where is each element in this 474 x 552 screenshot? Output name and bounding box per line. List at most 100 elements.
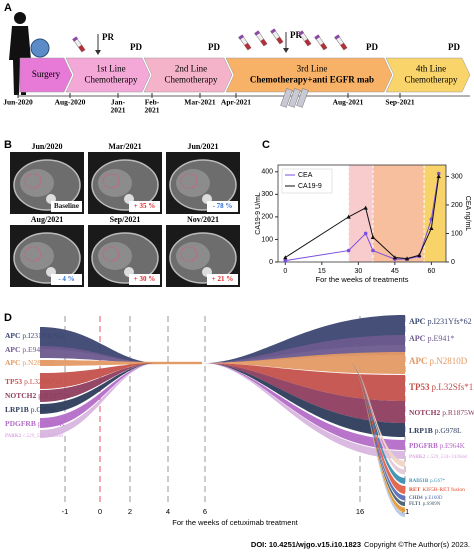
point	[283, 258, 288, 263]
x-tick-label: 0	[283, 268, 287, 275]
scan-date: Jun/2020	[31, 142, 62, 151]
y-axis-label: CA19-9 U/mL	[255, 192, 262, 235]
variant: p.E160D	[425, 496, 443, 501]
gene: PDGFRB	[409, 442, 438, 450]
clone-band-right	[202, 335, 405, 363]
ct-liver	[98, 169, 132, 197]
phase-shade	[424, 165, 446, 262]
variant: p.L32Sfs*11	[24, 377, 63, 386]
ct-liver	[20, 169, 54, 197]
response-label: PD	[448, 42, 460, 52]
response-label: PR	[290, 30, 302, 40]
gene: PARK2	[409, 455, 426, 460]
gene: APC	[409, 317, 426, 326]
gene: RET	[409, 487, 421, 493]
organ-icon	[30, 38, 50, 58]
date-label: Apr-2021	[221, 98, 251, 107]
phase-label: Chemotherapy	[85, 75, 138, 85]
clone-band-left	[40, 360, 158, 366]
variant: p.R1875W	[442, 408, 474, 417]
ct-liver	[20, 242, 54, 270]
x-tick-label: 30	[354, 268, 362, 275]
point	[417, 253, 422, 258]
legend-box	[281, 168, 333, 194]
week-tick-label: 4	[166, 507, 170, 516]
mutation-label: RAD51B p.G67*	[409, 479, 446, 484]
date-label: 2021	[145, 106, 160, 115]
legend-label: CA19-9	[298, 183, 322, 190]
mutation-label: PDGFRB p.E964K	[409, 442, 465, 450]
mutation-label: RET KIF5B-RET fusion	[409, 486, 465, 493]
tube-icon	[72, 36, 86, 53]
gene: PDGFRB	[5, 419, 36, 428]
phase-arrow	[65, 57, 151, 93]
tube-icon	[298, 30, 312, 47]
y2-tick-label: 0	[451, 259, 455, 266]
point	[371, 248, 375, 253]
phase-label: 4th Line	[416, 64, 446, 74]
gene: APC	[5, 358, 20, 367]
sample-slide	[288, 88, 301, 108]
response-label: PR	[102, 32, 114, 42]
x-tick-label: 45	[391, 268, 399, 275]
week-axis-label: For the weeks of cetuximab treatment	[172, 518, 298, 527]
arrow-head	[283, 48, 289, 53]
point	[346, 214, 351, 219]
mutation-label: APC p.N2810D	[409, 356, 468, 366]
copyright: Copyright ©The Author(s) 2023.	[364, 540, 470, 549]
tube-blood	[260, 38, 268, 47]
clone-band-left	[40, 346, 158, 363]
date-label: Jun-2020	[3, 98, 33, 107]
response-label: PD	[208, 42, 220, 52]
response-label: PD	[366, 42, 378, 52]
point	[346, 248, 351, 253]
response-label: PD	[130, 42, 142, 52]
y2-tick-label: 100	[451, 230, 463, 237]
tube-icon	[238, 34, 252, 51]
phase-arrow	[225, 57, 393, 93]
point	[283, 255, 288, 260]
legend-label: CEA	[298, 172, 313, 179]
y-tick-label: 200	[261, 214, 273, 221]
clone-band-right	[202, 315, 405, 363]
y-tick-label: 300	[261, 191, 273, 198]
scan-date: Jun/2021	[187, 142, 218, 151]
phase-arrow	[143, 57, 233, 93]
point	[370, 234, 376, 239]
gene: LRP1B	[5, 405, 29, 414]
phase-label: Chemotherapy	[165, 75, 218, 85]
lesion-outline	[180, 246, 198, 262]
variant: p.G978L	[31, 405, 58, 414]
point	[363, 205, 368, 210]
gene: LRP1B	[409, 426, 433, 435]
person-head	[14, 12, 26, 24]
phase-label: 1st Line	[96, 64, 125, 74]
week-tick-label: 16	[356, 507, 364, 516]
mutation-label: PARK2 c.529_534+2436del	[409, 455, 468, 460]
change-box	[207, 274, 238, 285]
point	[363, 231, 368, 236]
clone-band-left	[40, 363, 158, 428]
gene: APC	[5, 331, 20, 340]
week-tick-label: -1	[62, 507, 69, 516]
mutation-label: APC p.I231Yfs*62	[5, 331, 64, 340]
clone-band-right	[202, 363, 405, 423]
gene: APC	[409, 356, 428, 366]
clone-band-right	[202, 363, 405, 401]
tube-blood	[78, 44, 86, 53]
clone-band-right	[202, 352, 405, 374]
tube-icon	[314, 34, 328, 51]
variant: p.S909N	[423, 502, 441, 507]
lesion-outline	[102, 173, 120, 189]
y-tick-label: 400	[261, 169, 273, 176]
date-label: Mar-2021	[184, 98, 216, 107]
y2-tick-label: 200	[451, 202, 463, 209]
change-label: Baseline	[54, 202, 79, 210]
gene: TP53	[409, 382, 430, 392]
plot-frame	[277, 164, 447, 263]
tube-blood	[276, 36, 284, 45]
gene: NOTCH2	[409, 408, 441, 417]
change-label: - 4 %	[58, 275, 74, 283]
tube-blood	[340, 42, 348, 51]
